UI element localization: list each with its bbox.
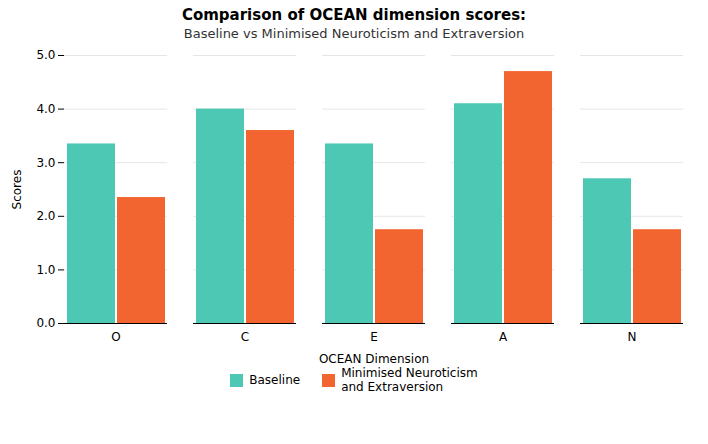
svg-text:N: N <box>628 330 637 344</box>
svg-text:OCEAN Dimension: OCEAN Dimension <box>319 352 429 366</box>
svg-text:5.0: 5.0 <box>36 48 55 62</box>
html-text:Baseline vs Minimised Neurotic: Baseline vs Minimised Neuroticism and Ex… <box>183 26 525 41</box>
html-text:Baseline: Baseline <box>249 372 301 387</box>
svg-text:O: O <box>111 330 120 344</box>
html-text:Comparison of OCEAN dimension: Comparison of OCEAN dimension scores: <box>181 6 527 24</box>
svg-text:Scores: Scores <box>10 170 24 210</box>
svg-text:3.0: 3.0 <box>36 156 55 170</box>
svg-text:E: E <box>370 330 378 344</box>
svg-text:C: C <box>241 330 249 344</box>
svg-text:4.0: 4.0 <box>36 102 55 116</box>
svg-text:1.0: 1.0 <box>36 263 55 277</box>
svg-text:2.0: 2.0 <box>36 209 55 223</box>
svg-text:A: A <box>499 330 508 344</box>
html-text:Minimised Neuroticism and Extr: Minimised Neuroticism and Extraversion <box>341 366 478 394</box>
svg-text:0.0: 0.0 <box>36 316 55 330</box>
